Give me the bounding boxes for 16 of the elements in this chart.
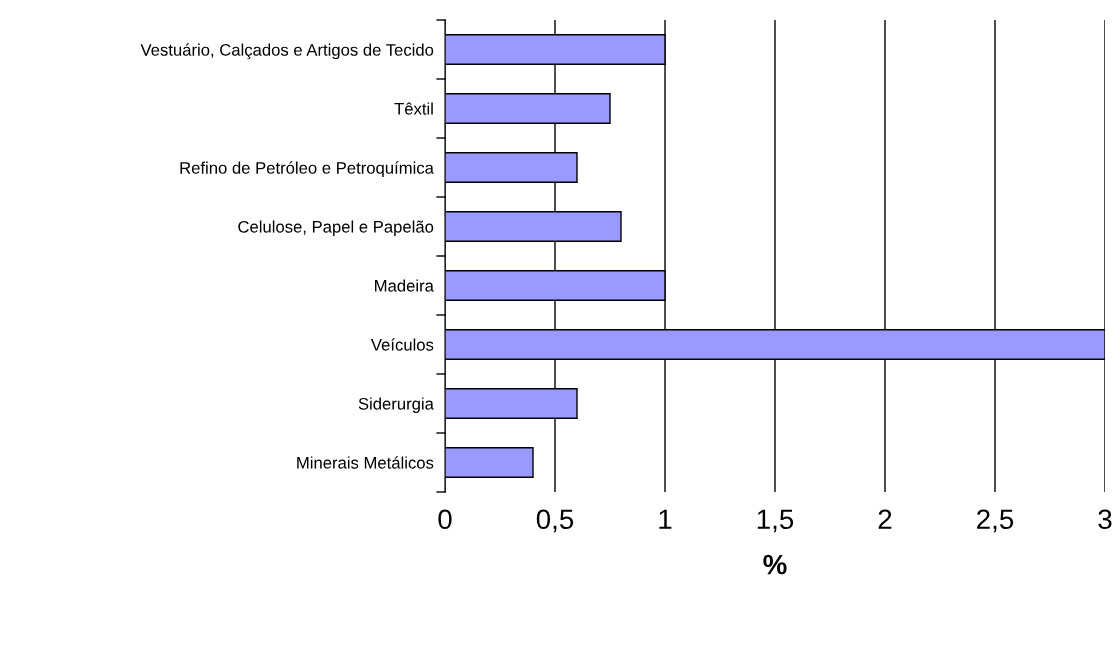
y-tick-label: Minerais Metálicos	[297, 456, 434, 469]
y-tick-label: Celulose, Papel e Papelão	[238, 220, 434, 236]
y-tick-label: Refino de Petróleo e Petroquímica	[180, 161, 434, 178]
x-tick-label: 0,5	[536, 509, 574, 533]
x-tick-label: 2	[878, 509, 892, 529]
y-tick-label: Madeira	[375, 279, 434, 292]
y-tick-label: Têxtil	[394, 102, 433, 115]
x-tick-label: 0	[438, 509, 452, 530]
y-tick-label: Veículos	[370, 338, 434, 351]
y-tick-label: Vestuário, Calçados e Artigos de Tecido	[140, 43, 434, 60]
x-tick-label: 3	[1098, 509, 1112, 530]
x-tick-label: 1,5	[757, 509, 794, 533]
y-tick-label: Siderurgia	[358, 397, 434, 413]
x-axis-title: %	[763, 554, 787, 575]
x-tick-label: 1	[659, 509, 672, 529]
x-tick-label: 2,5	[977, 509, 1014, 533]
